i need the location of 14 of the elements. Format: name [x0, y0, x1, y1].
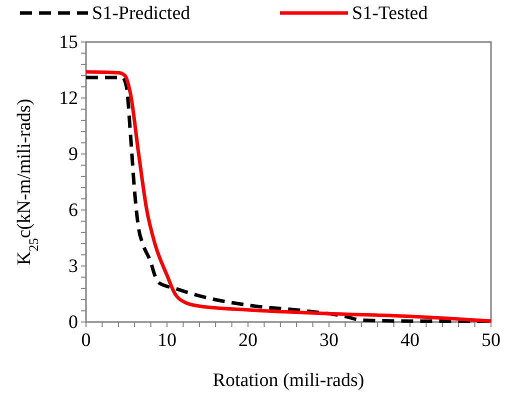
x-tick-label: 30 [320, 330, 338, 351]
x-axis-title: Rotation (mili-rads) [212, 370, 364, 391]
y-tick-label: 6 [68, 200, 78, 221]
x-tick-label: 50 [482, 330, 500, 351]
legend-label: S1-Tested [352, 3, 428, 24]
y-tick-label: 3 [68, 256, 78, 277]
x-tick-label: 10 [158, 330, 176, 351]
x-tick-label: 40 [400, 330, 420, 351]
y-tick-label: 15 [59, 32, 78, 53]
legend-label: S1-Predicted [92, 3, 191, 24]
y-tick-label: 0 [68, 312, 78, 333]
x-tick-label: 20 [238, 330, 258, 351]
y-tick-label: 9 [68, 144, 78, 165]
y-tick-label: 12 [59, 88, 78, 109]
